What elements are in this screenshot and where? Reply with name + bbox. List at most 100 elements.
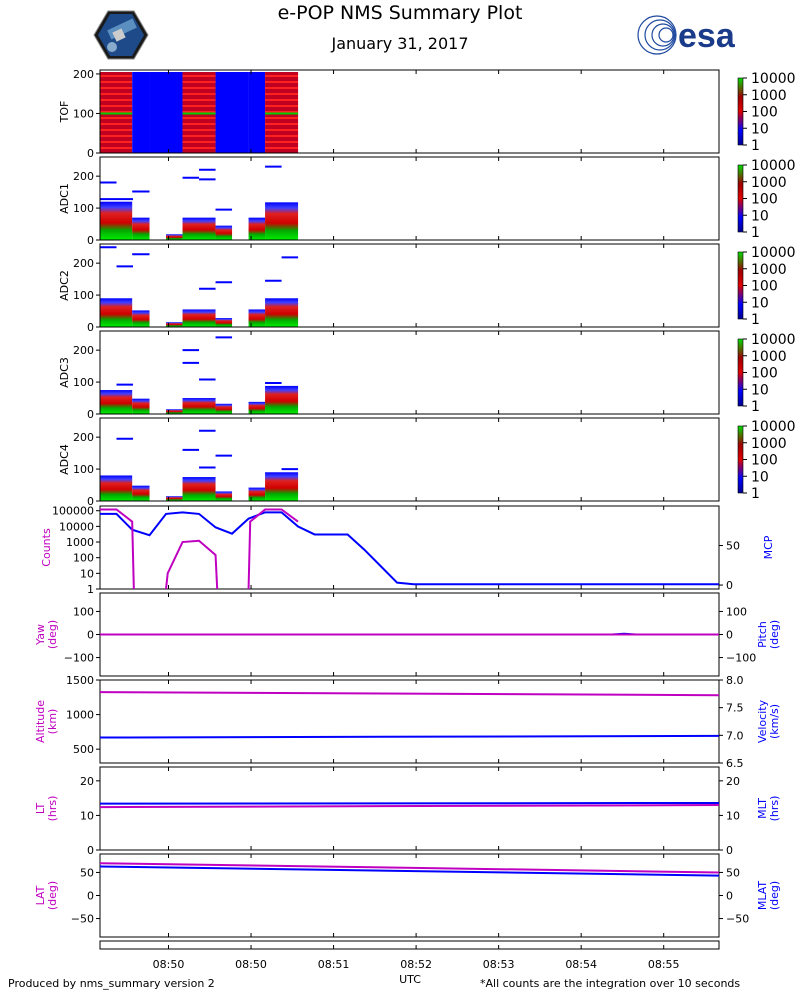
spectrogram-block bbox=[166, 409, 183, 414]
x-tick-label: 08:50 bbox=[235, 958, 267, 971]
plot-date: January 31, 2017 bbox=[331, 34, 469, 53]
spectrogram-block bbox=[215, 71, 249, 153]
spectrogram-block bbox=[166, 322, 183, 327]
spectrogram-block bbox=[182, 217, 216, 240]
plot-frame bbox=[99, 330, 720, 415]
plot-frame bbox=[99, 69, 720, 154]
plot-frame bbox=[99, 417, 720, 502]
y-axis-label-left-line: Yaw bbox=[34, 624, 47, 646]
plot-frame bbox=[99, 766, 720, 851]
colorbar-tick-label: 1 bbox=[751, 486, 760, 502]
y-tick-label-right: 6.5 bbox=[726, 757, 744, 770]
y-axis-label-right-line: (deg) bbox=[768, 620, 781, 649]
y-axis-label-right-line: (km/s) bbox=[768, 704, 781, 739]
y-tick-label-right: 100 bbox=[726, 605, 747, 618]
y-tick-label-right: 7.0 bbox=[726, 729, 744, 742]
y-axis-label: ADC1 bbox=[58, 183, 71, 214]
colorbar-tick-label: 1000 bbox=[751, 436, 787, 452]
y-axis-label-left-line: Altitude bbox=[34, 700, 47, 743]
spectrogram-block bbox=[248, 71, 266, 153]
colorbar-tick-label: 1 bbox=[751, 225, 760, 241]
y-axis-label-line: ADC2 bbox=[58, 270, 71, 301]
y-tick-label: 500 bbox=[73, 743, 94, 756]
series-counts bbox=[100, 508, 135, 590]
series-altitude bbox=[99, 691, 720, 697]
y-tick-label: 200 bbox=[73, 68, 94, 81]
spectrogram-block bbox=[132, 398, 150, 414]
y-tick-label: 1000 bbox=[66, 536, 94, 549]
y-axis-label-left-line: (km) bbox=[46, 709, 59, 735]
y-axis-label-right-line: (hrs) bbox=[768, 796, 781, 822]
colorbar-tick-label: 100 bbox=[751, 366, 778, 382]
colorbar-tick-label: 10000 bbox=[751, 332, 796, 348]
esa-swirl-icon bbox=[637, 15, 677, 55]
plot-frame bbox=[99, 156, 720, 241]
y-tick-label: −50 bbox=[71, 913, 94, 926]
y-axis-label-left: LAT (deg) bbox=[34, 881, 59, 910]
spectrogram-block bbox=[132, 71, 150, 153]
y-tick-label: 200 bbox=[73, 431, 94, 444]
y-tick-label-right: 0 bbox=[726, 629, 733, 642]
colorbar-tick-label: 1000 bbox=[751, 175, 787, 191]
y-tick-label: 1500 bbox=[66, 674, 94, 687]
y-tick-label: 10 bbox=[80, 809, 94, 822]
y-tick-label: 100000 bbox=[52, 505, 94, 518]
line-panel-counts-mcp: 1 10 100 1000 10000 100000 0 50 Counts MCP bbox=[40, 505, 775, 596]
y-tick-label: 100 bbox=[73, 202, 94, 215]
y-tick-label: 1 bbox=[87, 583, 94, 596]
colorbar-tick-label: 100 bbox=[751, 453, 778, 469]
esa-logo: esa bbox=[637, 15, 736, 55]
spectrogram-block bbox=[215, 491, 233, 501]
y-tick-label-right: −50 bbox=[726, 913, 749, 926]
y-axis-label-line: ADC3 bbox=[58, 357, 71, 388]
colorbar-tick-label: 10 bbox=[751, 208, 769, 224]
colorbar bbox=[737, 338, 744, 407]
y-axis-label-left-line: Counts bbox=[40, 528, 53, 567]
series-lt bbox=[99, 804, 720, 809]
series-counts bbox=[165, 539, 219, 590]
spectrogram-block bbox=[132, 485, 150, 501]
y-axis-label-right: MLT (hrs) bbox=[756, 796, 781, 822]
y-axis-label-right: Velocity (km/s) bbox=[756, 699, 781, 743]
page-title: e-POP NMS Summary Plot bbox=[277, 2, 523, 24]
y-tick-label-right: 8.0 bbox=[726, 674, 744, 687]
y-tick-label: 0 bbox=[87, 495, 94, 508]
colorbar bbox=[737, 77, 744, 146]
y-tick-label-right: 50 bbox=[726, 540, 740, 553]
plot-frame bbox=[99, 853, 720, 938]
y-tick-label: 10 bbox=[80, 567, 94, 580]
colorbar-tick-label: 100 bbox=[751, 105, 778, 121]
y-axis-label-left: LT (hrs) bbox=[34, 796, 59, 822]
y-axis-label-left-line: LT bbox=[34, 803, 47, 815]
esa-logo-text: esa bbox=[678, 17, 736, 55]
spectrogram-block bbox=[215, 225, 233, 240]
y-tick-label: 200 bbox=[73, 170, 94, 183]
y-tick-label-right: 0 bbox=[726, 844, 733, 857]
plot-frame bbox=[99, 243, 720, 328]
spectrogram-block bbox=[248, 217, 266, 240]
series-mlt bbox=[99, 801, 720, 805]
spectrogram-block bbox=[100, 475, 133, 501]
colorbar bbox=[737, 425, 744, 494]
series-counts bbox=[247, 508, 299, 590]
epop-mission-logo bbox=[93, 10, 149, 60]
y-axis-label-left-line: (hrs) bbox=[46, 796, 59, 822]
y-axis-label-right-line: (deg) bbox=[768, 881, 781, 910]
spectrogram-block bbox=[166, 234, 183, 240]
y-axis-label: TOF bbox=[58, 101, 71, 124]
spectrogram-block bbox=[182, 309, 216, 327]
colorbar-tick-label: 100 bbox=[751, 192, 778, 208]
y-axis-label-line: ADC4 bbox=[58, 444, 71, 475]
y-tick-label-right: 10 bbox=[726, 809, 740, 822]
series-mcp bbox=[100, 511, 719, 586]
time-axis-strip bbox=[99, 940, 720, 950]
y-axis-label-right-line: Velocity bbox=[756, 699, 769, 743]
y-axis-label-line: ADC1 bbox=[58, 183, 71, 214]
spectrogram-block bbox=[265, 385, 299, 414]
colorbar-tick-label: 1 bbox=[751, 399, 760, 415]
colorbar-tick-label: 10000 bbox=[751, 158, 796, 174]
colorbar-tick-label: 1000 bbox=[751, 262, 787, 278]
y-tick-label-right: 0 bbox=[726, 890, 733, 903]
